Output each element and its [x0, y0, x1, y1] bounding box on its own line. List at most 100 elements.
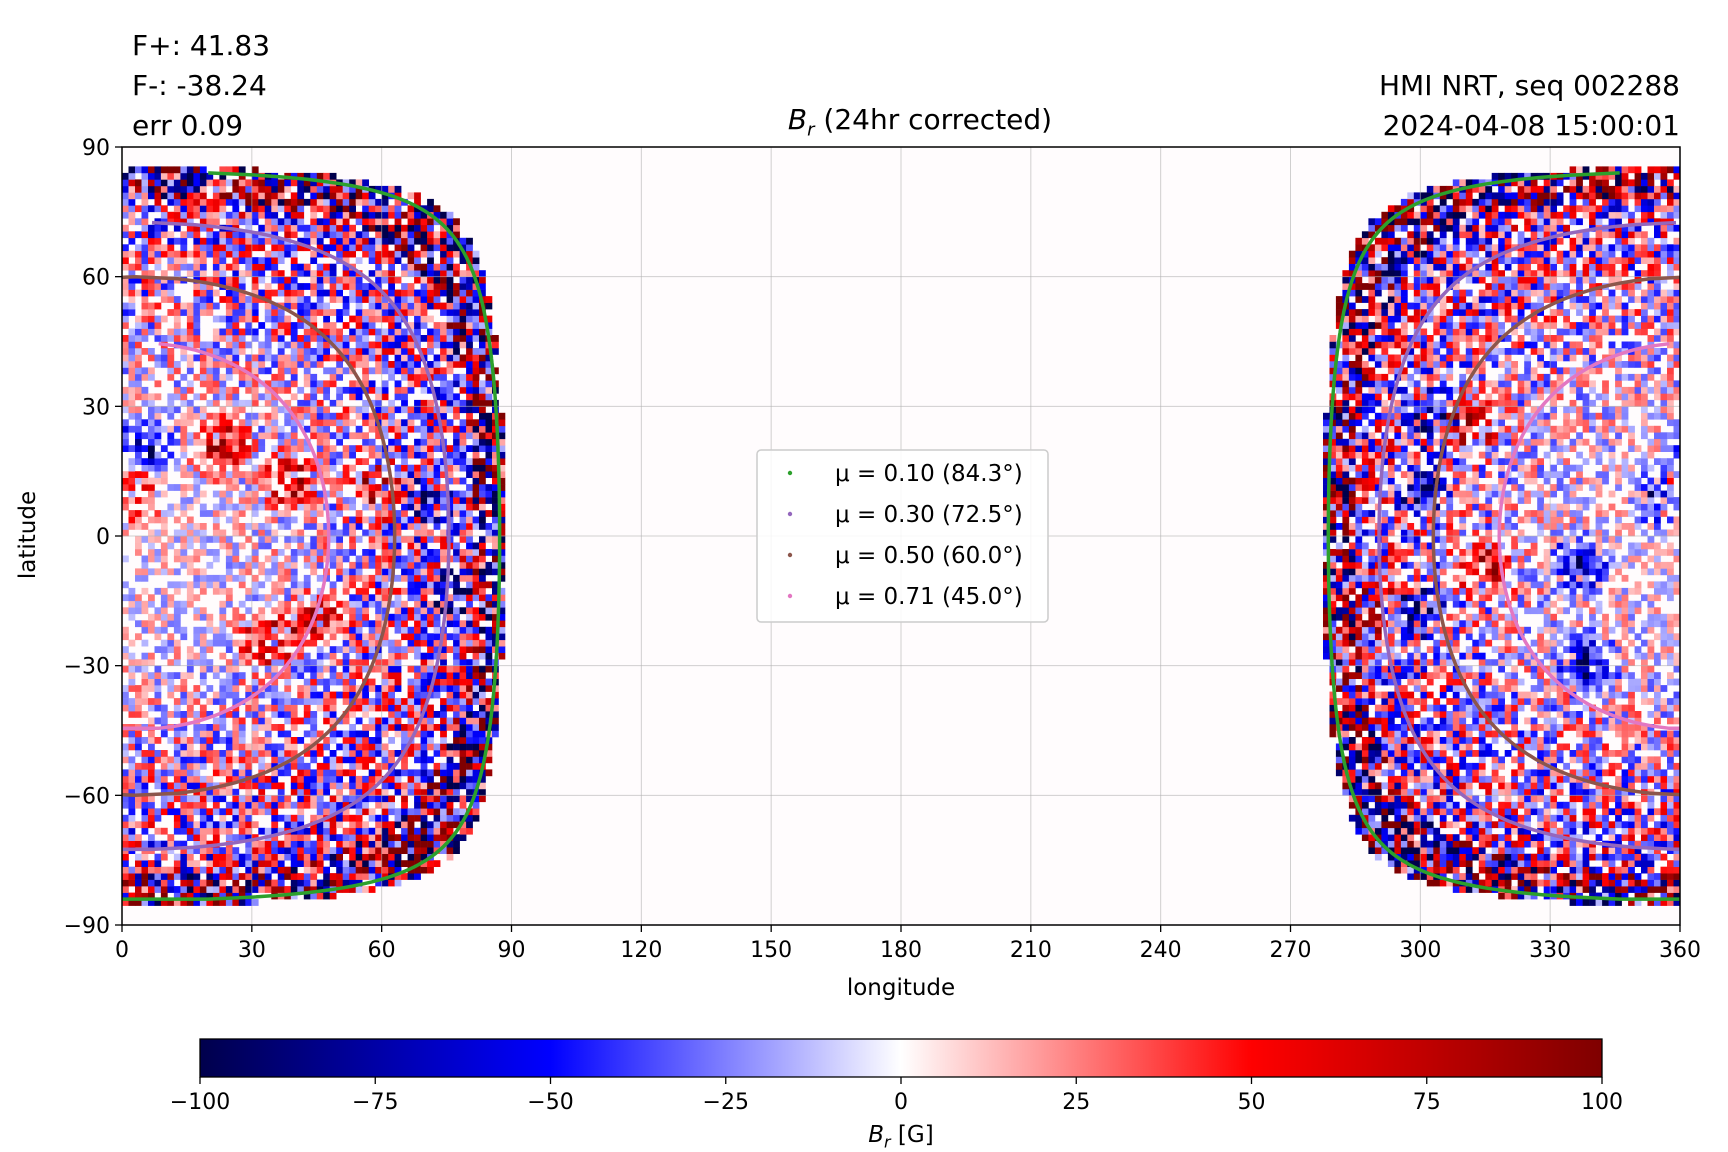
field-pixel: [251, 587, 259, 595]
field-pixel: [323, 652, 330, 660]
field-pixel: [466, 711, 473, 718]
field-pixel: [329, 665, 337, 673]
field-pixel: [264, 633, 272, 641]
field-pixel: [440, 698, 447, 705]
field-pixel: [446, 600, 454, 608]
field-pixel: [485, 354, 493, 362]
field-pixel: [479, 711, 486, 718]
field-pixel: [427, 198, 434, 206]
field-pixel: [251, 445, 259, 452]
field-pixel: [193, 354, 201, 362]
field-pixel: [485, 432, 493, 440]
field-pixel: [459, 549, 467, 556]
field-pixel: [375, 724, 382, 731]
field-pixel: [173, 406, 181, 414]
field-pixel: [206, 198, 214, 206]
field-pixel: [160, 672, 168, 679]
field-pixel: [264, 847, 272, 854]
field-pixel: [349, 659, 356, 666]
field-pixel: [466, 730, 473, 738]
field-pixel: [212, 879, 220, 887]
field-pixel: [128, 270, 136, 277]
field-pixel: [141, 665, 149, 673]
field-pixel: [238, 490, 246, 498]
field-pixel: [323, 613, 330, 621]
field-pixel: [225, 211, 233, 219]
field-pixel: [446, 646, 454, 653]
field-pixel: [160, 769, 168, 777]
field-pixel: [173, 769, 181, 777]
field-pixel: [245, 341, 253, 349]
field-pixel: [453, 594, 460, 602]
field-pixel: [277, 853, 285, 861]
field-pixel: [264, 866, 272, 874]
field-pixel: [342, 386, 350, 394]
field-pixel: [472, 613, 480, 621]
field-pixel: [199, 607, 207, 615]
field-pixel: [212, 581, 220, 589]
field-pixel: [148, 373, 155, 381]
field-pixel: [316, 296, 324, 303]
field-pixel: [245, 503, 253, 511]
field-pixel: [199, 652, 207, 660]
field-pixel: [498, 542, 506, 550]
field-pixel: [381, 827, 389, 835]
field-pixel: [368, 756, 376, 764]
field-pixel: [388, 451, 395, 459]
field-pixel: [414, 587, 421, 595]
field-pixel: [336, 231, 343, 239]
field-pixel: [355, 412, 363, 420]
field-pixel: [232, 348, 240, 355]
field-pixel: [193, 866, 201, 874]
field-pixel: [498, 600, 506, 608]
field-pixel: [186, 406, 194, 414]
field-pixel: [342, 244, 350, 252]
field-pixel: [128, 866, 136, 874]
field-pixel: [355, 406, 363, 414]
field-pixel: [225, 244, 233, 252]
field-pixel: [225, 348, 233, 355]
field-pixel: [446, 769, 454, 777]
field-pixel: [349, 315, 356, 323]
field-pixel: [264, 257, 272, 264]
field-pixel: [323, 827, 330, 835]
field-pixel: [238, 341, 246, 349]
field-pixel: [141, 678, 149, 686]
field-pixel: [420, 795, 428, 803]
field-pixel: [394, 484, 402, 491]
field-pixel: [446, 354, 454, 362]
field-pixel: [336, 866, 343, 874]
field-pixel: [180, 775, 188, 783]
field-pixel: [245, 633, 253, 641]
field-pixel: [394, 685, 402, 692]
field-pixel: [316, 451, 324, 459]
field-pixel: [381, 672, 389, 679]
field-pixel: [407, 361, 415, 368]
field-pixel: [349, 335, 356, 342]
field-pixel: [394, 516, 402, 524]
field-pixel: [212, 471, 220, 478]
field-pixel: [362, 594, 369, 602]
field-pixel: [238, 626, 246, 634]
field-pixel: [167, 866, 175, 874]
field-pixel: [453, 821, 460, 829]
field-pixel: [225, 620, 233, 628]
field-pixel: [316, 192, 324, 200]
field-pixel: [232, 425, 240, 433]
field-pixel: [310, 672, 318, 679]
field-pixel: [316, 231, 324, 239]
field-pixel: [407, 704, 415, 712]
field-pixel: [394, 257, 402, 264]
field-pixel: [173, 185, 181, 193]
field-pixel: [316, 769, 324, 777]
field-pixel: [362, 834, 369, 841]
field-pixel: [362, 419, 369, 427]
field-pixel: [427, 587, 434, 595]
field-pixel: [135, 458, 142, 465]
field-pixel: [440, 827, 447, 835]
field-pixel: [271, 406, 279, 414]
field-pixel: [290, 250, 298, 258]
field-pixel: [394, 348, 402, 355]
field-pixel: [381, 276, 389, 284]
field-pixel: [466, 354, 473, 362]
